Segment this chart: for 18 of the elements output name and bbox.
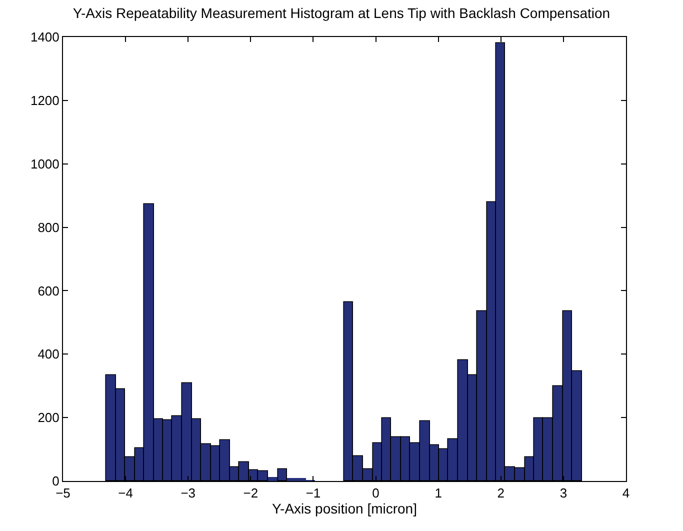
x-tick-label: −4 bbox=[118, 486, 133, 501]
x-tick-label: −3 bbox=[180, 486, 196, 501]
x-tick-label: 0 bbox=[372, 486, 380, 501]
x-tick-label: 4 bbox=[622, 486, 630, 501]
x-tick-label: −2 bbox=[243, 486, 258, 501]
y-tick-label: 200 bbox=[38, 410, 60, 426]
x-axis-title: Y-Axis position [micron] bbox=[272, 500, 417, 517]
chart-title: Y-Axis Repeatability Measurement Histogram at Lens Tip with Backlash Compensation bbox=[72, 4, 610, 21]
y-tick-label: 800 bbox=[38, 220, 60, 235]
y-tick-label: 1200 bbox=[30, 92, 60, 108]
x-tick-label: −1 bbox=[306, 486, 321, 501]
y-tick-label: 400 bbox=[38, 346, 60, 362]
y-tick-label: 1400 bbox=[30, 30, 60, 45]
x-tick-label: 1 bbox=[434, 486, 442, 501]
y-tick-label: 600 bbox=[38, 283, 60, 298]
x-tick-label: 2 bbox=[497, 486, 505, 501]
y-tick-label: 1000 bbox=[30, 156, 60, 172]
x-tick-label: 3 bbox=[560, 486, 568, 501]
